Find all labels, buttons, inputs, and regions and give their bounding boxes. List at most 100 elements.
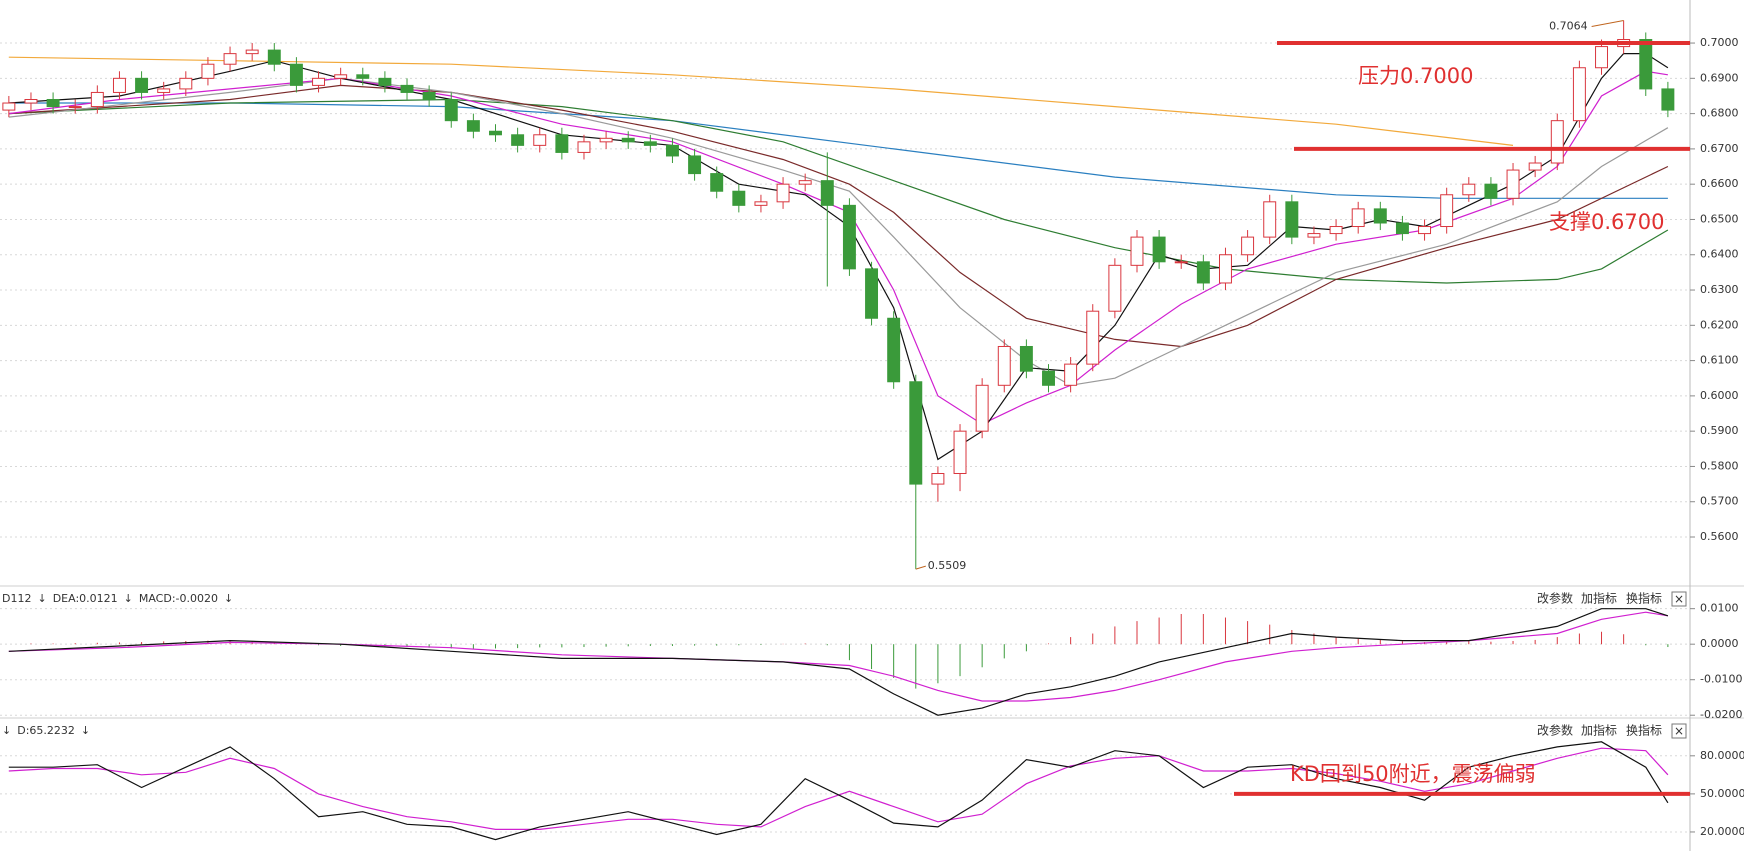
indicator-line xyxy=(8,741,1669,841)
indicator-header: D:65.2232 xyxy=(17,724,75,737)
min-pointer xyxy=(915,565,926,570)
y-tick-label: 0.6300 xyxy=(1700,283,1739,296)
indicator-line xyxy=(8,102,1668,199)
candle-body xyxy=(688,155,702,175)
panel-button[interactable]: 换指标 xyxy=(1626,591,1662,606)
y-tick-label: 0.6900 xyxy=(1700,71,1739,84)
candle-body xyxy=(312,77,326,86)
candle-body xyxy=(1639,39,1653,90)
y-tick-label: 0.6400 xyxy=(1700,248,1739,261)
panel-button[interactable]: 加指标 xyxy=(1581,591,1617,606)
panel-button[interactable]: 改参数 xyxy=(1537,723,1573,738)
candle-body xyxy=(90,91,104,108)
candle-body xyxy=(466,120,480,132)
indicator-header: ↓ xyxy=(124,592,133,605)
candle-body xyxy=(201,63,215,79)
candle-body xyxy=(378,77,392,86)
candle-body xyxy=(1528,162,1542,171)
candle-body xyxy=(1108,264,1122,312)
candle-body xyxy=(356,74,370,79)
y-tick-label: 0.6100 xyxy=(1700,354,1739,367)
candle-body xyxy=(1418,226,1432,235)
indicator-line xyxy=(8,98,1669,284)
candle-body xyxy=(334,74,348,79)
indicator-header: ↓ xyxy=(37,592,46,605)
y-tick-label: 20.0000 xyxy=(1700,825,1744,838)
candle-body xyxy=(621,137,635,143)
annotation: KD回到50附近，震荡偏弱 xyxy=(1290,762,1536,786)
candle-body xyxy=(997,345,1011,386)
candle-body xyxy=(798,180,812,185)
candle-body xyxy=(643,141,657,146)
candle-body xyxy=(422,91,436,100)
candle-body xyxy=(267,49,281,65)
candle-body xyxy=(953,430,967,475)
indicator-line xyxy=(8,747,1669,830)
candle-body xyxy=(1174,261,1188,264)
candle-body xyxy=(820,180,834,206)
candle-body xyxy=(776,183,790,203)
candle-body xyxy=(1064,363,1078,386)
y-tick-label: 0.5900 xyxy=(1700,424,1739,437)
candle-body xyxy=(1351,208,1365,228)
candle-body xyxy=(1550,120,1564,164)
y-tick-label: 80.0000 xyxy=(1700,749,1744,762)
y-tick-label: 0.5600 xyxy=(1700,530,1739,543)
close-box[interactable] xyxy=(1671,723,1687,739)
annotation: 支撑0.6700 xyxy=(1549,210,1664,234)
y-tick-label: -0.0100 xyxy=(1700,673,1742,686)
y-tick-label: 0.5700 xyxy=(1700,495,1739,508)
indicator-header: D112 xyxy=(2,592,31,605)
panel-button[interactable]: 换指标 xyxy=(1626,723,1662,738)
candle-body xyxy=(1572,67,1586,122)
candle-body xyxy=(1218,254,1232,284)
panel-button[interactable]: 改参数 xyxy=(1537,591,1573,606)
panel-button[interactable]: 加指标 xyxy=(1581,723,1617,738)
y-tick-label: 0.6500 xyxy=(1700,212,1739,225)
candle-body xyxy=(1440,194,1454,228)
candle-body xyxy=(599,137,613,143)
close-button[interactable]: × xyxy=(1674,724,1684,738)
y-tick-label: 0.0100 xyxy=(1700,602,1739,615)
candle-body xyxy=(1462,183,1476,196)
candle-body xyxy=(1241,236,1255,256)
candle-body xyxy=(511,134,525,146)
candle-body xyxy=(887,317,901,383)
close-box[interactable] xyxy=(1671,591,1687,607)
y-tick-label: 50.0000 xyxy=(1700,787,1744,800)
candle-body xyxy=(1263,201,1277,238)
candle-body xyxy=(1506,169,1520,199)
candle-body xyxy=(1019,345,1033,372)
candle-body xyxy=(400,84,414,93)
candle-body xyxy=(1484,183,1498,199)
indicator-header: ↓ xyxy=(2,724,11,737)
candle-body xyxy=(1329,226,1343,235)
candle-body xyxy=(909,381,923,485)
candle-body xyxy=(710,173,724,192)
candle-body xyxy=(1196,261,1210,284)
candle-body xyxy=(1086,310,1100,365)
candle-body xyxy=(533,134,547,146)
y-tick-label: 0.6200 xyxy=(1700,318,1739,331)
candle-body xyxy=(68,106,82,109)
candle-body xyxy=(732,190,746,206)
y-tick-label: 0.6800 xyxy=(1700,107,1739,120)
close-button[interactable]: × xyxy=(1674,592,1684,606)
candle-body xyxy=(1661,88,1675,111)
y-tick-label: 0.6700 xyxy=(1700,142,1739,155)
candle-body xyxy=(865,268,879,319)
y-tick-label: 0.5800 xyxy=(1700,459,1739,472)
indicator-line xyxy=(8,77,1669,386)
y-tick-label: 0.7000 xyxy=(1700,36,1739,49)
y-tick-label: 0.6000 xyxy=(1700,389,1739,402)
candle-body xyxy=(46,98,60,108)
indicator-header: ↓ xyxy=(224,592,233,605)
candle-body xyxy=(1595,46,1608,69)
max-pointer xyxy=(1591,19,1624,27)
candle-body xyxy=(665,144,679,157)
indicator-header: DEA:0.0121 xyxy=(53,592,118,605)
candle-body xyxy=(135,77,149,93)
